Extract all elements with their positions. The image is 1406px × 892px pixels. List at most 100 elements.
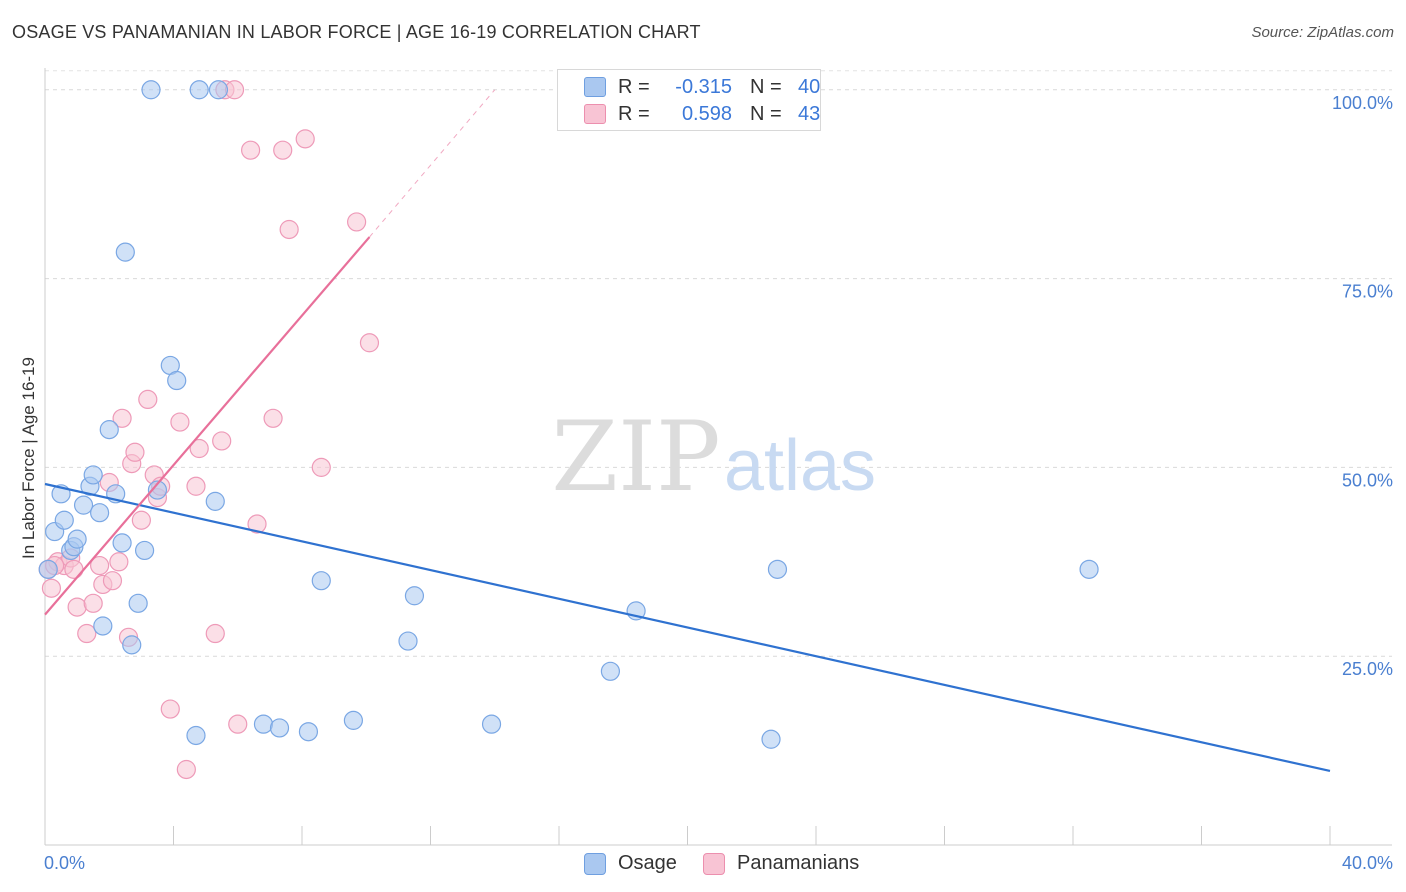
- data-point: [67, 529, 87, 549]
- data-point: [247, 514, 267, 534]
- data-point: [38, 559, 58, 579]
- data-point: [189, 438, 209, 459]
- data-point: [189, 80, 209, 100]
- data-point: [176, 759, 196, 780]
- legend-row-panamanians: R = 0.598 N = 43: [558, 101, 820, 127]
- data-point: [311, 457, 331, 477]
- data-point: [160, 699, 180, 719]
- data-point: [186, 725, 206, 746]
- data-point: [115, 242, 135, 262]
- data-point: [109, 552, 129, 572]
- legend-swatch-osage: [584, 77, 606, 97]
- data-point: [279, 219, 299, 240]
- data-point: [228, 714, 248, 734]
- data-point: [170, 412, 190, 432]
- data-point: [269, 718, 290, 738]
- data-point: [73, 495, 94, 515]
- chart-title: OSAGE VS PANAMANIAN IN LABOR FORCE | AGE…: [12, 22, 701, 42]
- data-point: [67, 597, 87, 617]
- x-tick-label: 0.0%: [44, 853, 85, 873]
- data-point: [83, 593, 103, 613]
- data-point: [767, 559, 788, 579]
- data-point: [253, 714, 274, 734]
- data-point: [93, 616, 113, 636]
- axes: [44, 68, 1392, 846]
- legend-r-label: R =: [618, 75, 650, 98]
- legend-label-osage: Osage: [618, 852, 677, 874]
- data-point: [134, 540, 155, 561]
- legend-n-value: 40: [798, 75, 821, 98]
- data-point: [273, 140, 293, 160]
- data-point: [41, 578, 62, 598]
- data-point: [295, 129, 315, 149]
- data-point: [83, 465, 103, 485]
- legend-r-value: -0.315: [675, 75, 732, 98]
- data-point: [398, 631, 418, 651]
- legend-swatch-panamanians: [703, 852, 725, 875]
- watermark: ZIP atlas: [551, 401, 876, 513]
- data-point: [186, 476, 206, 496]
- chart-source: Source: ZipAtlas.com: [1251, 24, 1394, 41]
- trend-lines: [44, 89, 1331, 773]
- legend-label-panamanians: Panamanians: [737, 852, 860, 874]
- data-point: [90, 503, 110, 523]
- watermark-atlas: atlas: [724, 426, 876, 506]
- data-point: [241, 140, 261, 160]
- data-point: [208, 80, 229, 100]
- data-point: [128, 593, 148, 613]
- data-point: [54, 510, 74, 530]
- data-point: [347, 212, 367, 232]
- data-point: [102, 571, 123, 591]
- data-point: [147, 480, 168, 500]
- data-point: [224, 80, 245, 100]
- data-point: [167, 370, 187, 391]
- data-point: [64, 559, 84, 579]
- data-point: [212, 431, 232, 451]
- data-point: [205, 623, 225, 644]
- legend-r-value: 0.598: [681, 102, 732, 125]
- x-tick-label: 40.0%: [1342, 853, 1393, 873]
- legend-n-label: N =: [750, 102, 782, 125]
- series-panamanians-points: [38, 80, 380, 780]
- y-axis-label: In Labor Force | Age 16-19: [19, 357, 38, 559]
- trend-extension-panamanians: [369, 89, 496, 238]
- data-point: [112, 408, 132, 428]
- data-point: [311, 571, 331, 591]
- data-point: [125, 442, 145, 462]
- y-tick-label: 25.0%: [1342, 659, 1393, 679]
- series-legend: Osage Panamanians: [0, 852, 1406, 878]
- legend-item-panamanians[interactable]: Panamanians: [703, 852, 859, 875]
- data-point: [761, 729, 781, 749]
- data-point: [138, 389, 158, 410]
- trend-line-osage: [44, 482, 1331, 773]
- data-point: [298, 722, 319, 742]
- legend-row-osage: R = -0.315 N = 40: [558, 74, 820, 100]
- data-point: [112, 533, 132, 553]
- data-point: [131, 510, 151, 530]
- data-point: [359, 333, 380, 353]
- data-point: [141, 80, 161, 100]
- data-point: [1079, 559, 1099, 579]
- data-point: [99, 420, 119, 440]
- tick-labels: 25.0% 50.0% 75.0% 100.0% 0.0% 40.0%: [44, 93, 1393, 873]
- data-point: [90, 555, 110, 576]
- series-osage-points: [38, 80, 1099, 749]
- data-point: [77, 623, 97, 644]
- data-point: [481, 714, 502, 734]
- legend-r-label: R =: [618, 102, 650, 125]
- y-tick-label: 100.0%: [1332, 93, 1393, 113]
- legend-item-osage[interactable]: Osage: [584, 852, 677, 875]
- legend-n-label: N =: [750, 75, 782, 98]
- watermark-zip: ZIP: [551, 401, 720, 513]
- data-point: [343, 710, 363, 730]
- data-point: [205, 491, 225, 511]
- legend-swatch-panamanians: [584, 104, 606, 124]
- legend-swatch-osage: [584, 852, 606, 875]
- correlation-legend: R = -0.315 N = 40 R = 0.598 N = 43: [557, 69, 821, 131]
- trend-line-panamanians: [44, 236, 371, 616]
- y-tick-label: 50.0%: [1342, 470, 1393, 490]
- data-point: [122, 635, 142, 655]
- data-point: [600, 661, 621, 681]
- legend-n-value: 43: [798, 102, 821, 125]
